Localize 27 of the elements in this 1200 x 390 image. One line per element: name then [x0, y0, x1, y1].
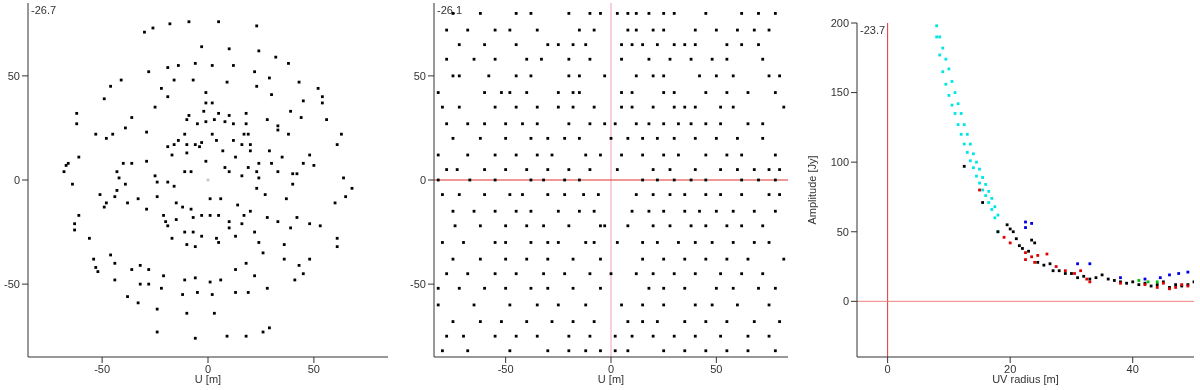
x-tick-label: -50	[497, 362, 514, 375]
x-tick-label: -50	[94, 362, 111, 375]
y-tick-label: 150	[830, 86, 849, 99]
x-tick-label: 20	[1004, 362, 1017, 375]
y-tick-label: 200	[830, 16, 849, 29]
annotation: -23.7	[860, 24, 886, 36]
x-tick-label: 0	[607, 362, 615, 375]
x-axis-title: U [m]	[597, 373, 625, 385]
x-tick-label: 0	[884, 362, 891, 375]
y-tick-label: 0	[419, 173, 426, 186]
y-axis-title: Amplitude [Jy]	[805, 155, 818, 225]
x-tick-label: 0	[204, 362, 212, 375]
annotation: -26.1	[437, 4, 463, 16]
x-tick-label: 40	[1126, 362, 1139, 375]
annotation: -26.7	[31, 4, 57, 16]
y-tick-label: 50	[7, 69, 20, 82]
x-axis-title: U [m]	[194, 373, 222, 385]
x-tick-label: 50	[307, 362, 321, 375]
y-tick-label: 100	[830, 156, 849, 169]
x-tick-label: 50	[710, 362, 723, 375]
y-tick-label: 0	[13, 173, 20, 186]
x-axis-title: UV radius [m]	[992, 373, 1059, 385]
y-tick-label: -50	[4, 278, 20, 291]
y-tick-label: 50	[413, 69, 426, 82]
y-tick-label: 0	[842, 295, 849, 308]
y-tick-label: 50	[836, 225, 849, 238]
y-tick-label: -50	[410, 278, 426, 291]
